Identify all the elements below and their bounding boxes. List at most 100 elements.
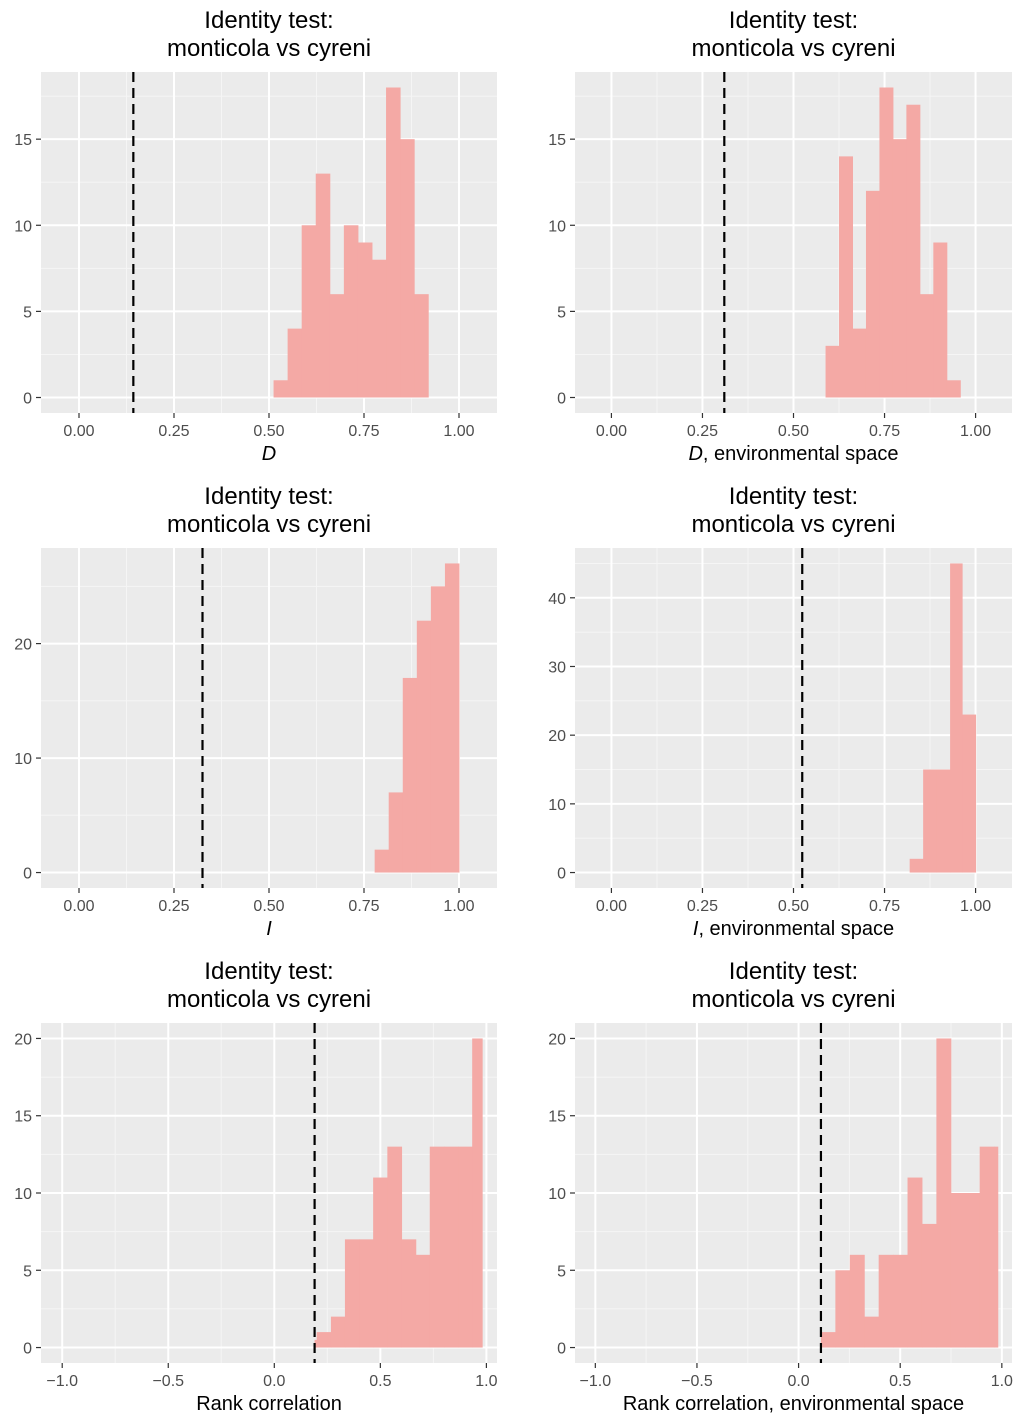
histogram-bar <box>907 1177 923 1348</box>
y-tick-label: 5 <box>557 304 566 321</box>
histogram-bar <box>893 1254 909 1348</box>
x-axis-label-italic: I <box>693 918 699 940</box>
histogram-bar <box>994 1146 999 1348</box>
panel-title-line-1: Identity test: <box>204 7 333 34</box>
histogram-bar <box>444 563 460 873</box>
histogram-bar <box>273 380 289 398</box>
histogram-bar <box>301 225 317 398</box>
histogram-bar <box>946 380 961 398</box>
y-tick-label: 15 <box>14 132 32 149</box>
x-tick-label: 0.50 <box>778 423 809 440</box>
y-tick-label: 20 <box>548 728 566 745</box>
y-tick-label: 20 <box>14 1031 32 1048</box>
histogram-bar <box>835 1270 851 1348</box>
histogram-bar <box>936 1038 952 1348</box>
x-axis-label: Rank correlation, environmental space <box>623 1393 964 1415</box>
histogram-bar <box>287 328 303 398</box>
panel-title-line-1: Identity test: <box>204 483 333 510</box>
x-tick-label: 0.25 <box>158 898 189 915</box>
histogram-bar <box>852 328 867 398</box>
histogram-bar <box>416 620 432 873</box>
y-tick-label: 10 <box>548 797 566 814</box>
x-tick-label: −1.0 <box>580 1373 612 1390</box>
y-tick-label: 20 <box>548 1031 566 1048</box>
y-tick-label: 15 <box>14 1109 32 1126</box>
y-tick-label: 5 <box>23 304 32 321</box>
x-tick-label: 0.75 <box>869 423 900 440</box>
histogram-bar <box>401 1239 417 1348</box>
chart-panel-2: 0.00 0.25 0.50 0.75 1.00 0 5 10 15 Identity test:… <box>548 7 1012 465</box>
panel-title-line-2: monticola vs cyreni <box>167 511 371 538</box>
x-tick-label: 1.00 <box>443 423 474 440</box>
histogram-bar <box>386 87 401 398</box>
x-axis-label: D <box>262 443 276 465</box>
x-axis-label-text: Rank correlation <box>196 1393 342 1415</box>
x-tick-label: −0.5 <box>152 1373 184 1390</box>
histogram-bar <box>933 242 948 398</box>
histogram-bar <box>344 1239 360 1348</box>
x-axis-label: D, environmental space <box>688 443 898 465</box>
x-tick-label: 0.25 <box>687 423 718 440</box>
y-tick-label: 40 <box>548 591 566 608</box>
x-tick-label: 0.00 <box>596 898 627 915</box>
histogram-bar <box>402 677 418 873</box>
x-tick-label: 0.50 <box>778 898 809 915</box>
histogram-bar <box>329 294 345 398</box>
x-axis-label-italic: I <box>266 918 272 940</box>
histogram-bar <box>864 1316 880 1348</box>
x-axis-label: Rank correlation <box>196 1393 342 1415</box>
histogram-bar <box>820 1332 836 1348</box>
y-tick-label: 5 <box>557 1263 566 1280</box>
y-tick-label: 5 <box>23 1263 32 1280</box>
histogram-bar <box>950 1193 966 1348</box>
histogram-bar <box>429 1146 445 1348</box>
histogram-bar <box>316 1332 332 1348</box>
y-tick-label: 15 <box>548 132 566 149</box>
x-tick-label: 1.0 <box>991 1373 1013 1390</box>
x-tick-label: 0.5 <box>889 1373 911 1390</box>
chart-panel-5: −1.0 −0.5 0.0 0.5 1.0 0 5 10 15 20 Identity test:m… <box>14 958 497 1415</box>
x-tick-label: 0.5 <box>369 1373 391 1390</box>
histogram-bar <box>979 1146 995 1348</box>
panel-title-line-2: monticola vs cyreni <box>691 511 895 538</box>
histogram-bar <box>965 1193 981 1348</box>
histogram-bar <box>936 769 951 873</box>
x-axis-label: I <box>266 918 272 940</box>
chart-panel-1: 0.00 0.25 0.50 0.75 1.00 0 5 10 15 Identity test:… <box>14 7 497 465</box>
histogram-bar <box>865 190 880 398</box>
histogram-bar <box>315 173 331 398</box>
y-tick-label: 0 <box>23 1341 32 1358</box>
histogram-bar <box>388 792 404 873</box>
x-tick-label: 1.00 <box>443 898 474 915</box>
histogram-bar <box>314 1339 318 1348</box>
panel-title-line-1: Identity test: <box>729 483 858 510</box>
y-tick-label: 10 <box>548 1186 566 1203</box>
panel-title-line-2: monticola vs cyreni <box>167 986 371 1013</box>
histogram-bar <box>921 1223 937 1348</box>
y-tick-label: 20 <box>14 637 32 654</box>
x-tick-label: 0.75 <box>869 898 900 915</box>
y-tick-label: 15 <box>548 1109 566 1126</box>
x-tick-label: 0.25 <box>158 423 189 440</box>
x-tick-label: 1.00 <box>960 898 991 915</box>
panel-title-line-1: Identity test: <box>204 958 333 985</box>
x-axis-label-text: Rank correlation, environmental space <box>623 1393 964 1415</box>
panel-title-line-2: monticola vs cyreni <box>691 35 895 62</box>
histogram-bar <box>962 714 977 873</box>
histogram-bar <box>458 1146 473 1348</box>
x-axis-label-text: , environmental space <box>698 918 894 940</box>
y-tick-label: 0 <box>23 391 32 408</box>
y-tick-label: 0 <box>557 1341 566 1358</box>
histogram-bar <box>374 849 390 873</box>
x-tick-label: 0.0 <box>263 1373 285 1390</box>
histogram-bar <box>950 563 963 873</box>
x-axis-label-italic: D <box>688 443 702 465</box>
histogram-bar <box>839 156 853 398</box>
x-tick-label: 0.00 <box>63 423 94 440</box>
histogram-bar <box>923 769 938 873</box>
panel-title-line-2: monticola vs cyreni <box>691 986 895 1013</box>
histogram-bar <box>357 242 373 398</box>
histogram-bar <box>373 1177 388 1348</box>
y-tick-label: 0 <box>557 866 566 883</box>
